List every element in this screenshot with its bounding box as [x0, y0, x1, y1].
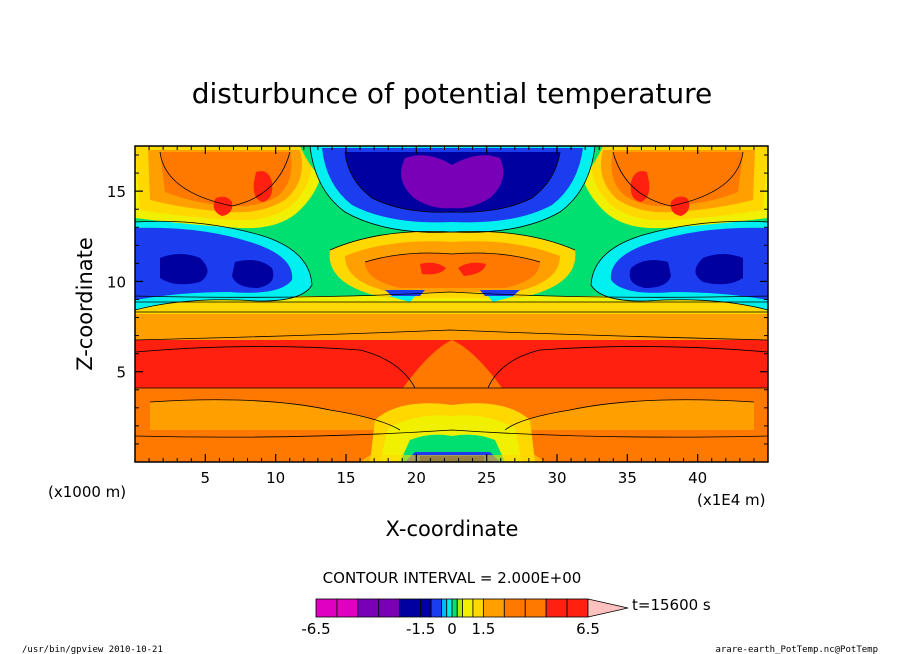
colorbar-segment	[462, 598, 474, 618]
right-navy-cell-2	[629, 260, 671, 288]
y-axis-label: Z-coordinate	[73, 237, 97, 371]
colorbar-segment	[456, 598, 463, 618]
colorbar-segment	[420, 598, 432, 618]
left-red-cell-2	[213, 196, 233, 216]
colorbar-segment	[451, 598, 458, 618]
x-tick-label: 25	[477, 469, 496, 487]
colorbar-tick-label: -1.5	[406, 620, 435, 638]
x-tick-label: 30	[547, 469, 566, 487]
contour-lines	[135, 146, 768, 438]
mid-cyan-streak-right	[488, 296, 515, 302]
colorbar-over-triangle	[587, 598, 629, 618]
warm-band-left	[135, 346, 415, 388]
x-axis: 5 10 15 20 25 30 35 40	[148, 146, 755, 487]
colorbar-segment	[503, 598, 526, 618]
x-tick-label: 40	[688, 469, 707, 487]
y-axis: 5 10 15	[107, 154, 768, 445]
mid-cyan-streak-left	[388, 296, 415, 302]
x-tick-label: 20	[407, 469, 426, 487]
mid-red-cell-right	[458, 262, 486, 276]
colorbar-segment	[472, 598, 484, 618]
mid-blue-streak-left	[385, 290, 425, 296]
left-red-cell	[253, 171, 273, 202]
x-axis-label: X-coordinate	[386, 517, 519, 541]
colorbar-tick-label: 6.5	[576, 620, 600, 638]
right-red-cell-2	[670, 196, 690, 216]
colorbar-segment	[357, 598, 380, 618]
colorbar-segment	[441, 598, 448, 618]
warm-band-right	[488, 346, 768, 388]
x-units-left: (x1000 m)	[48, 483, 126, 501]
colorbar-segment	[524, 598, 547, 618]
colorbar: -6.5 -1.5 0 1.5 6.5	[301, 598, 629, 638]
y-tick-label: 10	[107, 273, 126, 291]
left-navy-cell	[160, 254, 208, 285]
top-purple-core	[401, 155, 504, 209]
right-red-cell	[630, 171, 650, 202]
contour-interval: CONTOUR INTERVAL = 2.000E+00	[323, 569, 582, 587]
x-tick-label: 15	[336, 469, 355, 487]
surface-yellow-strip	[360, 455, 545, 462]
right-navy-cell	[695, 254, 743, 285]
contour-field	[135, 146, 768, 462]
footer-right: arare-earth_PotTemp.nc@PotTemp	[715, 645, 878, 654]
y-tick-label: 15	[107, 183, 126, 201]
colorbar-segment	[399, 598, 422, 618]
plot-frame	[134, 145, 769, 463]
colorbar-segment	[315, 598, 338, 618]
mid-red-cell-left	[420, 262, 446, 275]
central-orange-plume	[400, 340, 505, 392]
chart-title: disturbunce of potential temperature	[192, 77, 713, 110]
colorbar-tick-label: 1.5	[471, 620, 495, 638]
x-tick-label: 35	[618, 469, 637, 487]
colorbar-segment	[446, 598, 453, 618]
colorbar-segment	[430, 598, 442, 618]
footer-left: /usr/bin/gpview 2010-10-21	[22, 645, 163, 654]
layer-yellow-band	[135, 300, 768, 314]
colorbar-tick-label: 0	[447, 620, 457, 638]
mid-orange-plume	[365, 253, 540, 288]
colorbar-segment	[482, 598, 505, 618]
colorbar-segment	[378, 598, 401, 618]
layer-orange-upper	[135, 312, 768, 340]
lower-lighter-left	[150, 399, 400, 430]
x-tick-label: 5	[201, 469, 211, 487]
colorbar-segment	[545, 598, 568, 618]
lower-lighter-right	[505, 399, 754, 430]
x-tick-label: 10	[266, 469, 285, 487]
colorbar-segment	[336, 598, 359, 618]
colorbar-segment	[566, 598, 589, 618]
x-units-right: (x1E4 m)	[697, 491, 766, 509]
time-label: t=15600 s	[632, 596, 711, 614]
y-tick-label: 5	[116, 364, 126, 382]
left-navy-cell-2	[232, 260, 274, 288]
colorbar-tick-label: -6.5	[301, 620, 330, 638]
